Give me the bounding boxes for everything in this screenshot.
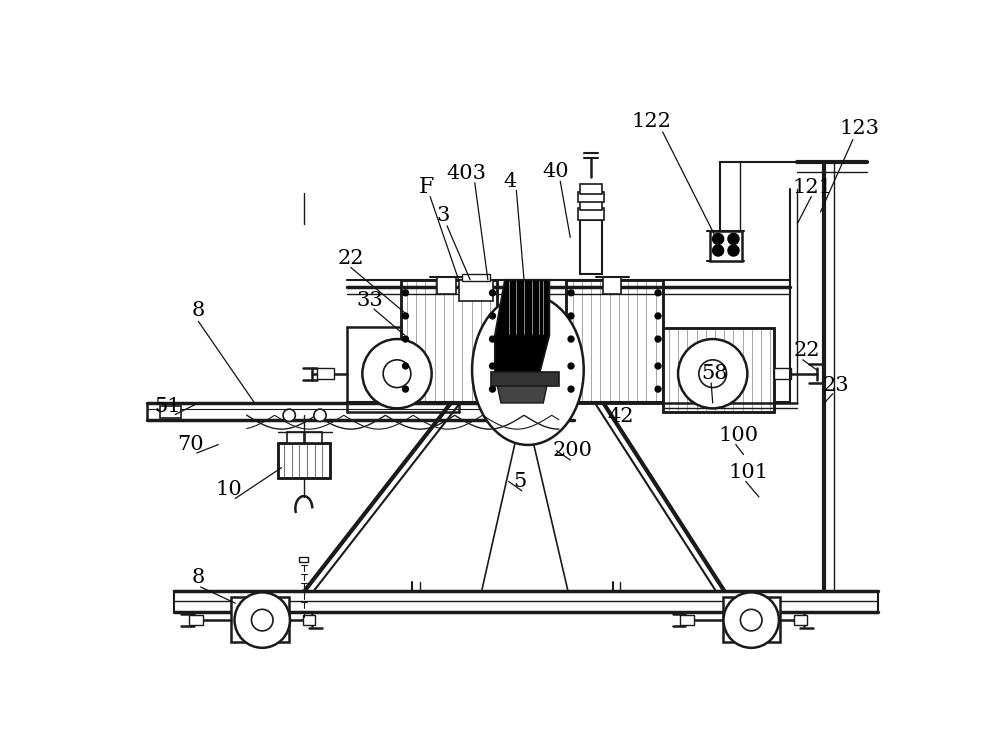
Circle shape — [251, 609, 273, 631]
Circle shape — [314, 409, 326, 422]
Text: 10: 10 — [216, 480, 243, 499]
Circle shape — [568, 290, 574, 296]
Bar — [710, 231, 742, 260]
Circle shape — [713, 234, 723, 244]
Circle shape — [655, 336, 661, 342]
Bar — [663, 328, 774, 412]
Bar — [459, 280, 493, 301]
Circle shape — [655, 363, 661, 369]
Bar — [287, 432, 304, 443]
Text: 403: 403 — [446, 164, 486, 183]
Bar — [663, 328, 774, 412]
Ellipse shape — [472, 295, 584, 445]
Bar — [189, 616, 203, 625]
Text: 42: 42 — [607, 406, 634, 426]
Circle shape — [568, 386, 574, 392]
Circle shape — [402, 336, 409, 342]
Text: 33: 33 — [357, 291, 383, 310]
Bar — [774, 369, 791, 379]
Text: 123: 123 — [839, 119, 879, 138]
Bar — [401, 280, 497, 403]
Bar — [556, 401, 573, 414]
Circle shape — [568, 363, 574, 369]
Circle shape — [489, 386, 496, 392]
Text: 51: 51 — [154, 397, 181, 416]
Circle shape — [723, 593, 779, 648]
Text: 4: 4 — [504, 172, 517, 191]
Polygon shape — [495, 374, 549, 403]
Bar — [491, 372, 559, 386]
Text: 100: 100 — [718, 425, 758, 445]
Circle shape — [489, 290, 496, 296]
Bar — [462, 274, 490, 281]
Bar — [566, 280, 663, 403]
Bar — [299, 557, 308, 562]
Text: 8: 8 — [192, 301, 205, 320]
Text: 200: 200 — [553, 441, 593, 460]
Bar — [723, 597, 780, 642]
Circle shape — [699, 360, 727, 388]
Bar — [160, 406, 181, 418]
Text: 122: 122 — [631, 112, 671, 131]
Text: 40: 40 — [542, 163, 569, 181]
Bar — [794, 616, 807, 625]
Text: 3: 3 — [437, 206, 450, 226]
Circle shape — [740, 609, 762, 631]
Bar — [305, 432, 322, 443]
Bar — [231, 597, 289, 642]
Circle shape — [489, 363, 496, 369]
Circle shape — [489, 336, 496, 342]
Bar — [580, 184, 602, 194]
Circle shape — [568, 313, 574, 319]
Circle shape — [283, 409, 295, 422]
Bar — [578, 208, 604, 221]
Polygon shape — [495, 280, 549, 374]
Text: 23: 23 — [823, 376, 849, 394]
Text: 22: 22 — [793, 341, 820, 360]
Circle shape — [402, 290, 409, 296]
Circle shape — [655, 386, 661, 392]
Circle shape — [402, 313, 409, 319]
Circle shape — [655, 313, 661, 319]
Circle shape — [728, 234, 739, 244]
Text: 5: 5 — [514, 472, 527, 491]
Text: 58: 58 — [701, 364, 727, 383]
Circle shape — [235, 593, 290, 648]
Circle shape — [568, 336, 574, 342]
Bar — [303, 616, 315, 625]
Bar — [278, 443, 330, 477]
Circle shape — [402, 363, 409, 369]
Bar — [580, 201, 602, 209]
Circle shape — [678, 339, 747, 408]
Text: 70: 70 — [177, 435, 204, 454]
Circle shape — [728, 245, 739, 256]
Circle shape — [655, 290, 661, 296]
Bar — [680, 616, 694, 625]
Circle shape — [713, 245, 723, 256]
Circle shape — [489, 313, 496, 319]
Text: F: F — [419, 176, 434, 198]
Bar — [278, 443, 330, 477]
Bar — [401, 280, 497, 403]
Bar — [578, 192, 604, 202]
Circle shape — [402, 386, 409, 392]
Text: 8: 8 — [192, 568, 205, 588]
Text: 101: 101 — [728, 462, 768, 482]
Text: 121: 121 — [793, 178, 833, 197]
Text: 22: 22 — [338, 249, 364, 268]
Bar — [566, 280, 663, 403]
Bar — [603, 278, 621, 295]
Circle shape — [362, 339, 432, 408]
Bar — [580, 220, 602, 274]
Circle shape — [383, 360, 411, 388]
Bar — [317, 369, 334, 379]
Bar — [437, 278, 456, 295]
